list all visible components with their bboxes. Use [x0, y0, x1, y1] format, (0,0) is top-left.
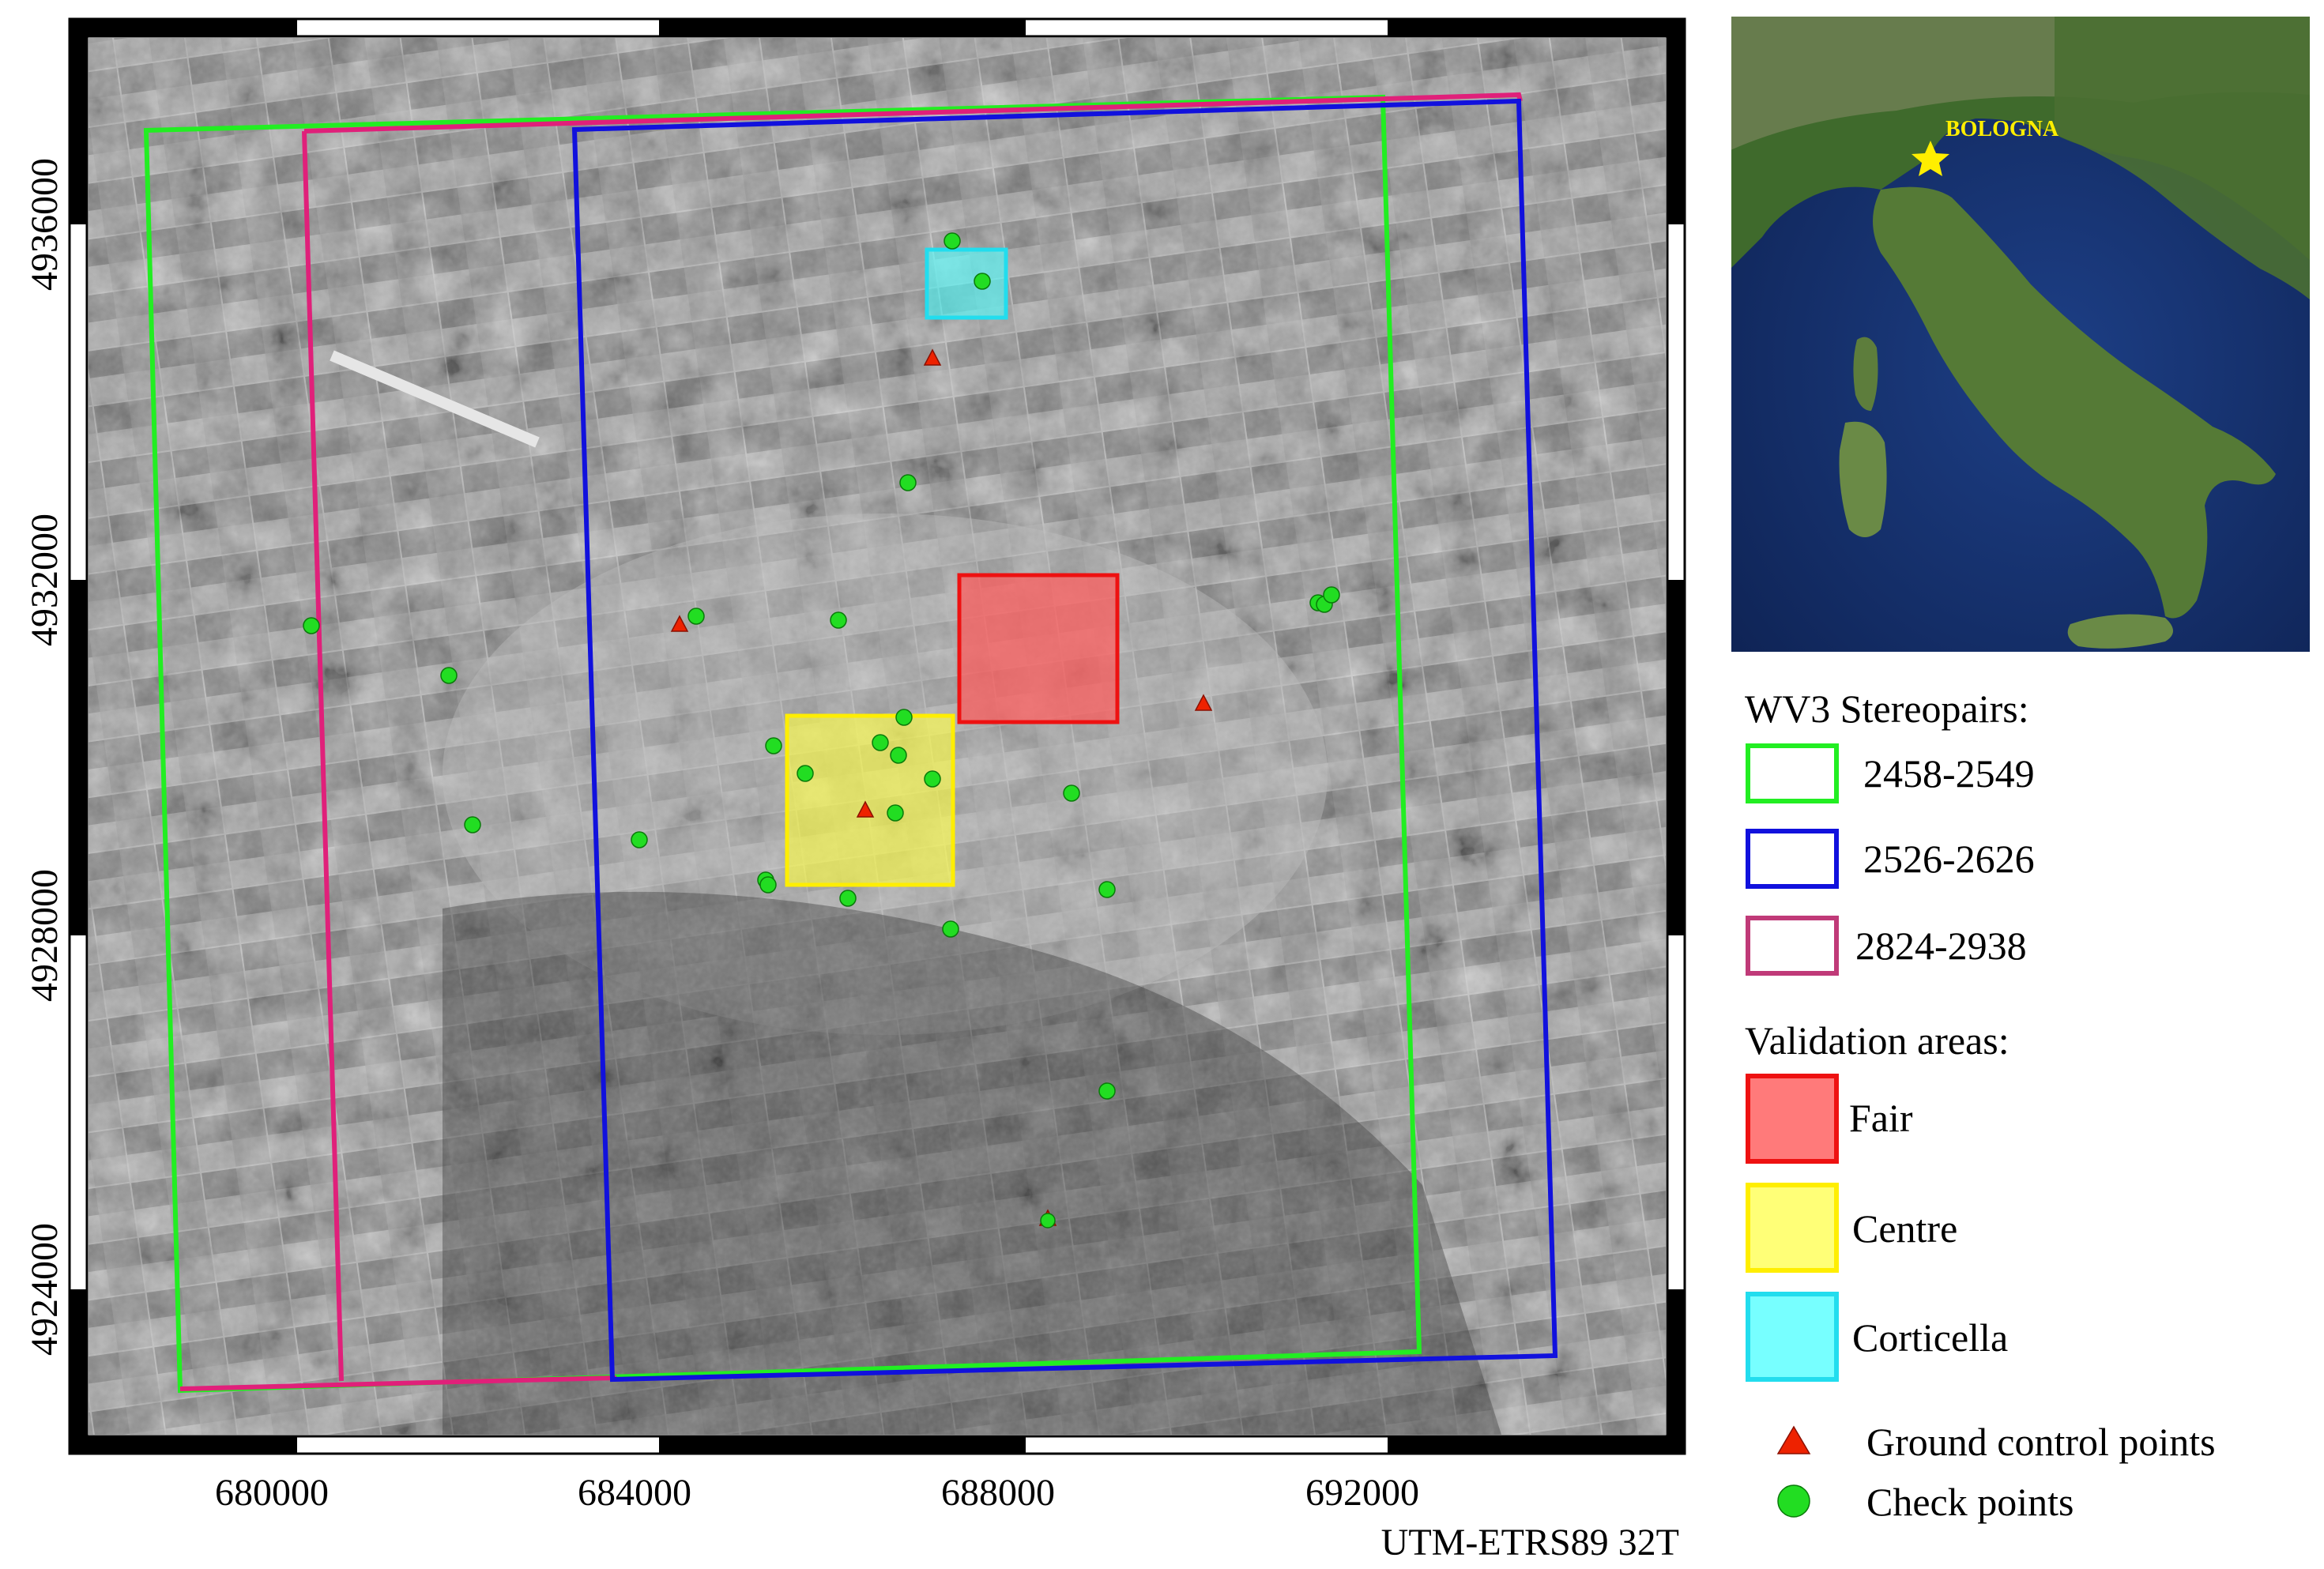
map-frame [68, 17, 1686, 1455]
check-point [887, 804, 904, 822]
legend-swatch-fair [1746, 1074, 1839, 1164]
gcp-marker [856, 800, 875, 818]
check-point [830, 611, 847, 629]
legend-gcp-icon [1776, 1425, 1811, 1454]
check-point [890, 747, 907, 764]
footprint-2824-2938-left [302, 130, 344, 1382]
check-point [942, 920, 959, 938]
check-point [974, 273, 991, 290]
legend-label-corticella: Corticella [1852, 1315, 2008, 1360]
legend-label-2458-2549: 2458-2549 [1863, 751, 2035, 796]
legend-swatch-2824-2938 [1746, 916, 1839, 976]
check-point [839, 890, 857, 907]
inset-map: BOLOGNA [1730, 15, 2311, 653]
check-point [895, 709, 913, 726]
bologna-star-icon [1912, 141, 1949, 176]
inset-land-balkans [2055, 16, 2311, 300]
x-axis-ticks: 680000 684000 688000 692000 [215, 1472, 1419, 1514]
inset-sardinia [1839, 421, 1887, 537]
y-axis-ticks: 4936000 4932000 4928000 4924000 [24, 158, 66, 1356]
y-tick-label: 4932000 [24, 514, 66, 646]
legend-swatch-centre [1746, 1183, 1839, 1273]
inset-city-label: BOLOGNA [1945, 117, 2059, 141]
legend-stereopairs-title: WV3 Stereopairs: [1745, 687, 2029, 731]
check-point [440, 667, 458, 684]
legend: WV3 Stereopairs: 2458-2549 2526-2626 282… [1745, 687, 2216, 1524]
x-tick-label: 688000 [941, 1472, 1055, 1514]
x-tick-label: 680000 [215, 1472, 329, 1514]
crs-label: UTM-ETRS89 32T [1381, 1522, 1679, 1563]
legend-label-2526-2626: 2526-2626 [1863, 837, 2035, 881]
airport-runway [330, 350, 540, 448]
validation-area-corticella [925, 247, 1008, 320]
validation-area-fair [957, 573, 1120, 724]
legend-validation-title: Validation areas: [1745, 1018, 2009, 1063]
legend-gcp-label: Ground control points [1866, 1420, 2216, 1464]
check-point [687, 608, 705, 625]
check-point [872, 734, 889, 751]
legend-check-points-label: Check points [1866, 1480, 2074, 1524]
legend-check-point-icon [1777, 1484, 1810, 1518]
legend-swatch-2458-2549 [1746, 743, 1839, 803]
legend-label-centre: Centre [1852, 1206, 1957, 1251]
y-tick-label: 4936000 [24, 158, 66, 291]
inset-sicily [2067, 614, 2173, 649]
check-point [1040, 1213, 1056, 1228]
legend-swatch-2526-2626 [1746, 829, 1839, 889]
check-point [899, 474, 917, 491]
check-point [765, 737, 782, 754]
legend-label-fair: Fair [1849, 1096, 1913, 1140]
footprint-2824-2938-bottom [179, 1375, 617, 1391]
legend-label-2824-2938: 2824-2938 [1855, 924, 2027, 968]
check-point [924, 770, 941, 788]
check-point [1323, 586, 1340, 604]
check-point [759, 876, 777, 894]
x-tick-label: 692000 [1305, 1472, 1419, 1514]
check-point [1098, 1082, 1116, 1100]
validation-area-centre [785, 713, 955, 887]
footprint-2458-2549 [143, 94, 1422, 1394]
gcp-marker [923, 348, 942, 366]
x-tick-label: 684000 [578, 1472, 691, 1514]
check-point [1098, 881, 1116, 898]
check-point [944, 232, 961, 250]
inset-corsica [1853, 337, 1878, 411]
gcp-marker [1194, 694, 1213, 711]
check-point [1063, 784, 1080, 802]
check-point [303, 617, 320, 634]
check-point [797, 765, 814, 782]
y-tick-label: 4928000 [24, 869, 66, 1002]
footprint-2526-2626 [571, 98, 1558, 1383]
check-points [303, 232, 1340, 1100]
y-tick-label: 4924000 [24, 1223, 66, 1356]
legend-swatch-corticella [1746, 1292, 1839, 1382]
check-point [631, 831, 648, 848]
inset-land-italy [1873, 186, 2276, 619]
check-point [464, 816, 481, 833]
gcp-marker [670, 615, 689, 632]
